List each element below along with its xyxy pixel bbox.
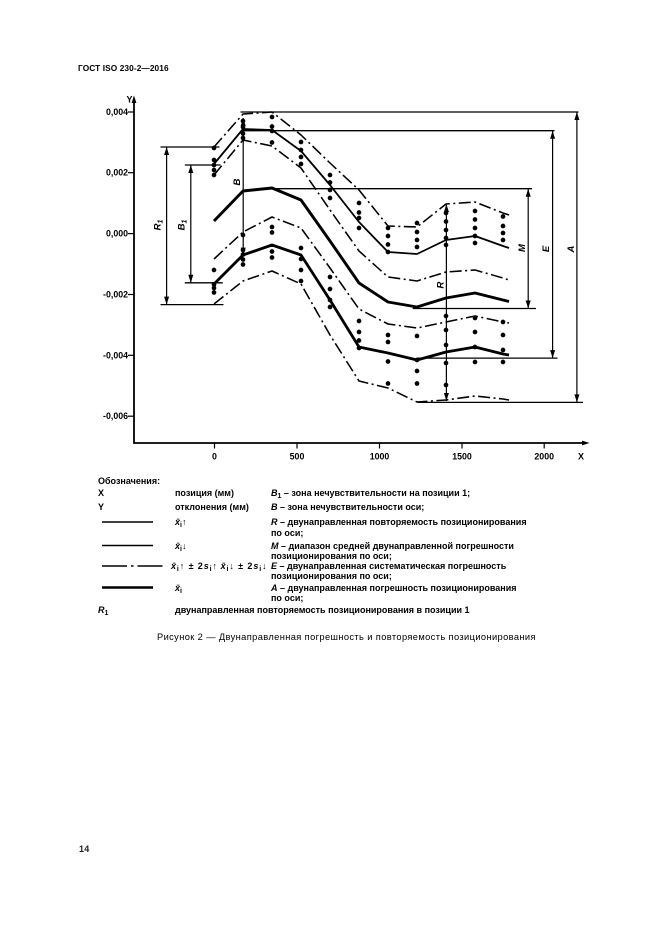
svg-text:E: E [541, 245, 552, 252]
svg-text:0,002: 0,002 [106, 168, 128, 178]
svg-text:Y: Y [126, 95, 132, 105]
svg-text:0: 0 [212, 452, 217, 462]
svg-text:R1: R1 [153, 220, 165, 231]
svg-text:B1: B1 [177, 220, 189, 231]
svg-text:A: A [566, 245, 577, 253]
svg-text:B: B [232, 178, 243, 185]
svg-text:-0,004: -0,004 [103, 350, 128, 360]
svg-text:1500: 1500 [452, 452, 472, 462]
svg-text:-0,006: -0,006 [103, 411, 128, 421]
svg-text:500: 500 [290, 452, 305, 462]
svg-text:0,004: 0,004 [106, 107, 128, 117]
svg-text:X: X [578, 452, 584, 462]
svg-text:-0,002: -0,002 [103, 290, 128, 300]
svg-text:2000: 2000 [534, 452, 554, 462]
svg-text:1000: 1000 [370, 452, 390, 462]
svg-text:M: M [517, 243, 528, 252]
svg-text:0,000: 0,000 [106, 229, 128, 239]
svg-text:R: R [435, 281, 446, 288]
